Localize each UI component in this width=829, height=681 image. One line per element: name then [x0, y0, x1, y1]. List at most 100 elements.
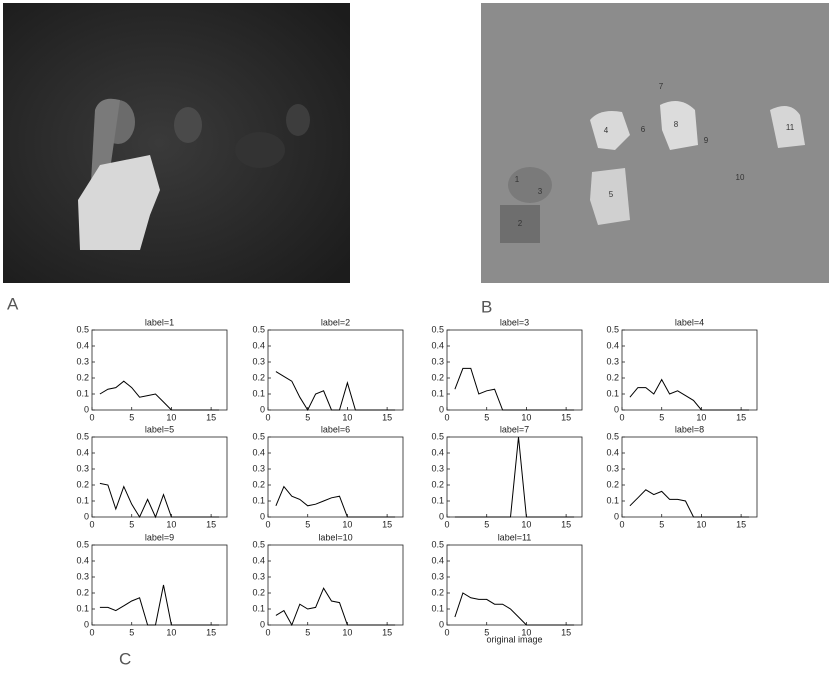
- x-tick-label: 0: [89, 627, 94, 637]
- plot-frame: [446, 329, 583, 411]
- chart-title: label=3: [500, 317, 529, 327]
- segmentation-b: [481, 3, 829, 283]
- y-tick-label: 0.1: [252, 603, 265, 613]
- y-tick-label: 0.3: [252, 356, 265, 366]
- plot-frame: [267, 436, 404, 518]
- y-tick-label: 0.1: [431, 603, 444, 613]
- y-tick-label: 0.3: [76, 356, 89, 366]
- x-tick-label: 15: [561, 627, 571, 637]
- segment-label: 1: [515, 175, 520, 184]
- y-tick-label: 0.4: [431, 447, 444, 457]
- plot-frame: [91, 544, 228, 626]
- y-tick-label: 0.5: [252, 539, 265, 549]
- x-tick-label: 0: [265, 412, 270, 422]
- segment-label: 5: [609, 190, 614, 199]
- y-tick-label: 0.2: [431, 372, 444, 382]
- plot-frame: [91, 436, 228, 518]
- x-tick-label: 0: [265, 627, 270, 637]
- y-tick-label: 0: [614, 404, 619, 414]
- x-tick-label: 5: [305, 412, 310, 422]
- y-tick-label: 0.5: [76, 431, 89, 441]
- panel-label: A: [7, 294, 19, 313]
- segment-label: 10: [736, 173, 745, 182]
- x-tick-label: 15: [206, 519, 216, 529]
- x-tick-label: 0: [619, 519, 624, 529]
- data-line: [454, 592, 575, 626]
- y-tick-label: 0: [260, 619, 265, 629]
- data-line: [99, 380, 220, 411]
- data-line: [629, 489, 750, 518]
- segment-label: 2: [518, 219, 523, 228]
- y-tick-label: 0.1: [606, 495, 619, 505]
- chart-title: label=4: [675, 317, 704, 327]
- x-tick-label: 5: [129, 627, 134, 637]
- data-line: [454, 436, 575, 518]
- x-tick-label: 5: [484, 412, 489, 422]
- y-tick-label: 0.5: [76, 324, 89, 334]
- segment-label: 8: [674, 120, 679, 129]
- y-tick-label: 0.4: [431, 555, 444, 565]
- x-tick-label: 15: [382, 412, 392, 422]
- x-axis-label: original image: [486, 634, 542, 644]
- plot-frame: [446, 544, 583, 626]
- y-tick-label: 0.4: [76, 340, 89, 350]
- segment-label: 9: [704, 136, 709, 145]
- x-tick-label: 10: [166, 627, 176, 637]
- chart-title: label=6: [321, 424, 350, 434]
- y-tick-label: 0: [84, 511, 89, 521]
- segment-label: 6: [641, 125, 646, 134]
- x-tick-label: 10: [342, 519, 352, 529]
- x-tick-label: 15: [382, 519, 392, 529]
- x-tick-label: 5: [129, 412, 134, 422]
- plot-frame: [267, 544, 404, 626]
- x-tick-label: 0: [89, 519, 94, 529]
- chart-title: label=2: [321, 317, 350, 327]
- y-tick-label: 0.5: [76, 539, 89, 549]
- x-tick-label: 0: [619, 412, 624, 422]
- x-tick-label: 10: [521, 627, 531, 637]
- y-tick-label: 0.2: [252, 479, 265, 489]
- y-tick-label: 0.1: [431, 495, 444, 505]
- x-tick-label: 10: [696, 519, 706, 529]
- y-tick-label: 0.5: [431, 324, 444, 334]
- y-tick-label: 0.3: [431, 463, 444, 473]
- panel-label: B: [481, 297, 492, 316]
- x-tick-label: 10: [166, 519, 176, 529]
- x-tick-label: 15: [206, 412, 216, 422]
- chart-title: label=5: [145, 424, 174, 434]
- x-tick-label: 10: [342, 412, 352, 422]
- y-tick-label: 0.1: [606, 388, 619, 398]
- y-tick-label: 0.2: [252, 372, 265, 382]
- data-line: [99, 482, 220, 519]
- x-tick-label: 15: [382, 627, 392, 637]
- x-tick-label: 10: [521, 519, 531, 529]
- y-tick-label: 0.5: [431, 539, 444, 549]
- y-tick-label: 0: [260, 404, 265, 414]
- y-tick-label: 0: [260, 511, 265, 521]
- x-tick-label: 15: [736, 412, 746, 422]
- panel-label: C: [119, 649, 131, 668]
- y-tick-label: 0.2: [76, 372, 89, 382]
- x-tick-label: 15: [561, 412, 571, 422]
- data-line: [454, 367, 575, 411]
- segment-label: 4: [604, 126, 609, 135]
- y-tick-label: 0: [84, 619, 89, 629]
- data-line: [629, 378, 750, 411]
- y-tick-label: 0.2: [431, 479, 444, 489]
- x-tick-label: 5: [484, 519, 489, 529]
- chart-title: label=8: [675, 424, 704, 434]
- y-tick-label: 0.1: [76, 603, 89, 613]
- x-tick-label: 0: [265, 519, 270, 529]
- x-tick-label: 15: [561, 519, 571, 529]
- chart-title: label=9: [145, 532, 174, 542]
- x-tick-label: 10: [342, 627, 352, 637]
- x-tick-label: 10: [696, 412, 706, 422]
- y-tick-label: 0.1: [76, 495, 89, 505]
- x-tick-label: 5: [305, 627, 310, 637]
- segment-label: 7: [659, 82, 664, 91]
- photo-a: [3, 3, 350, 283]
- chart-title: label=11: [498, 532, 532, 542]
- y-tick-label: 0.1: [252, 495, 265, 505]
- y-tick-label: 0.5: [252, 324, 265, 334]
